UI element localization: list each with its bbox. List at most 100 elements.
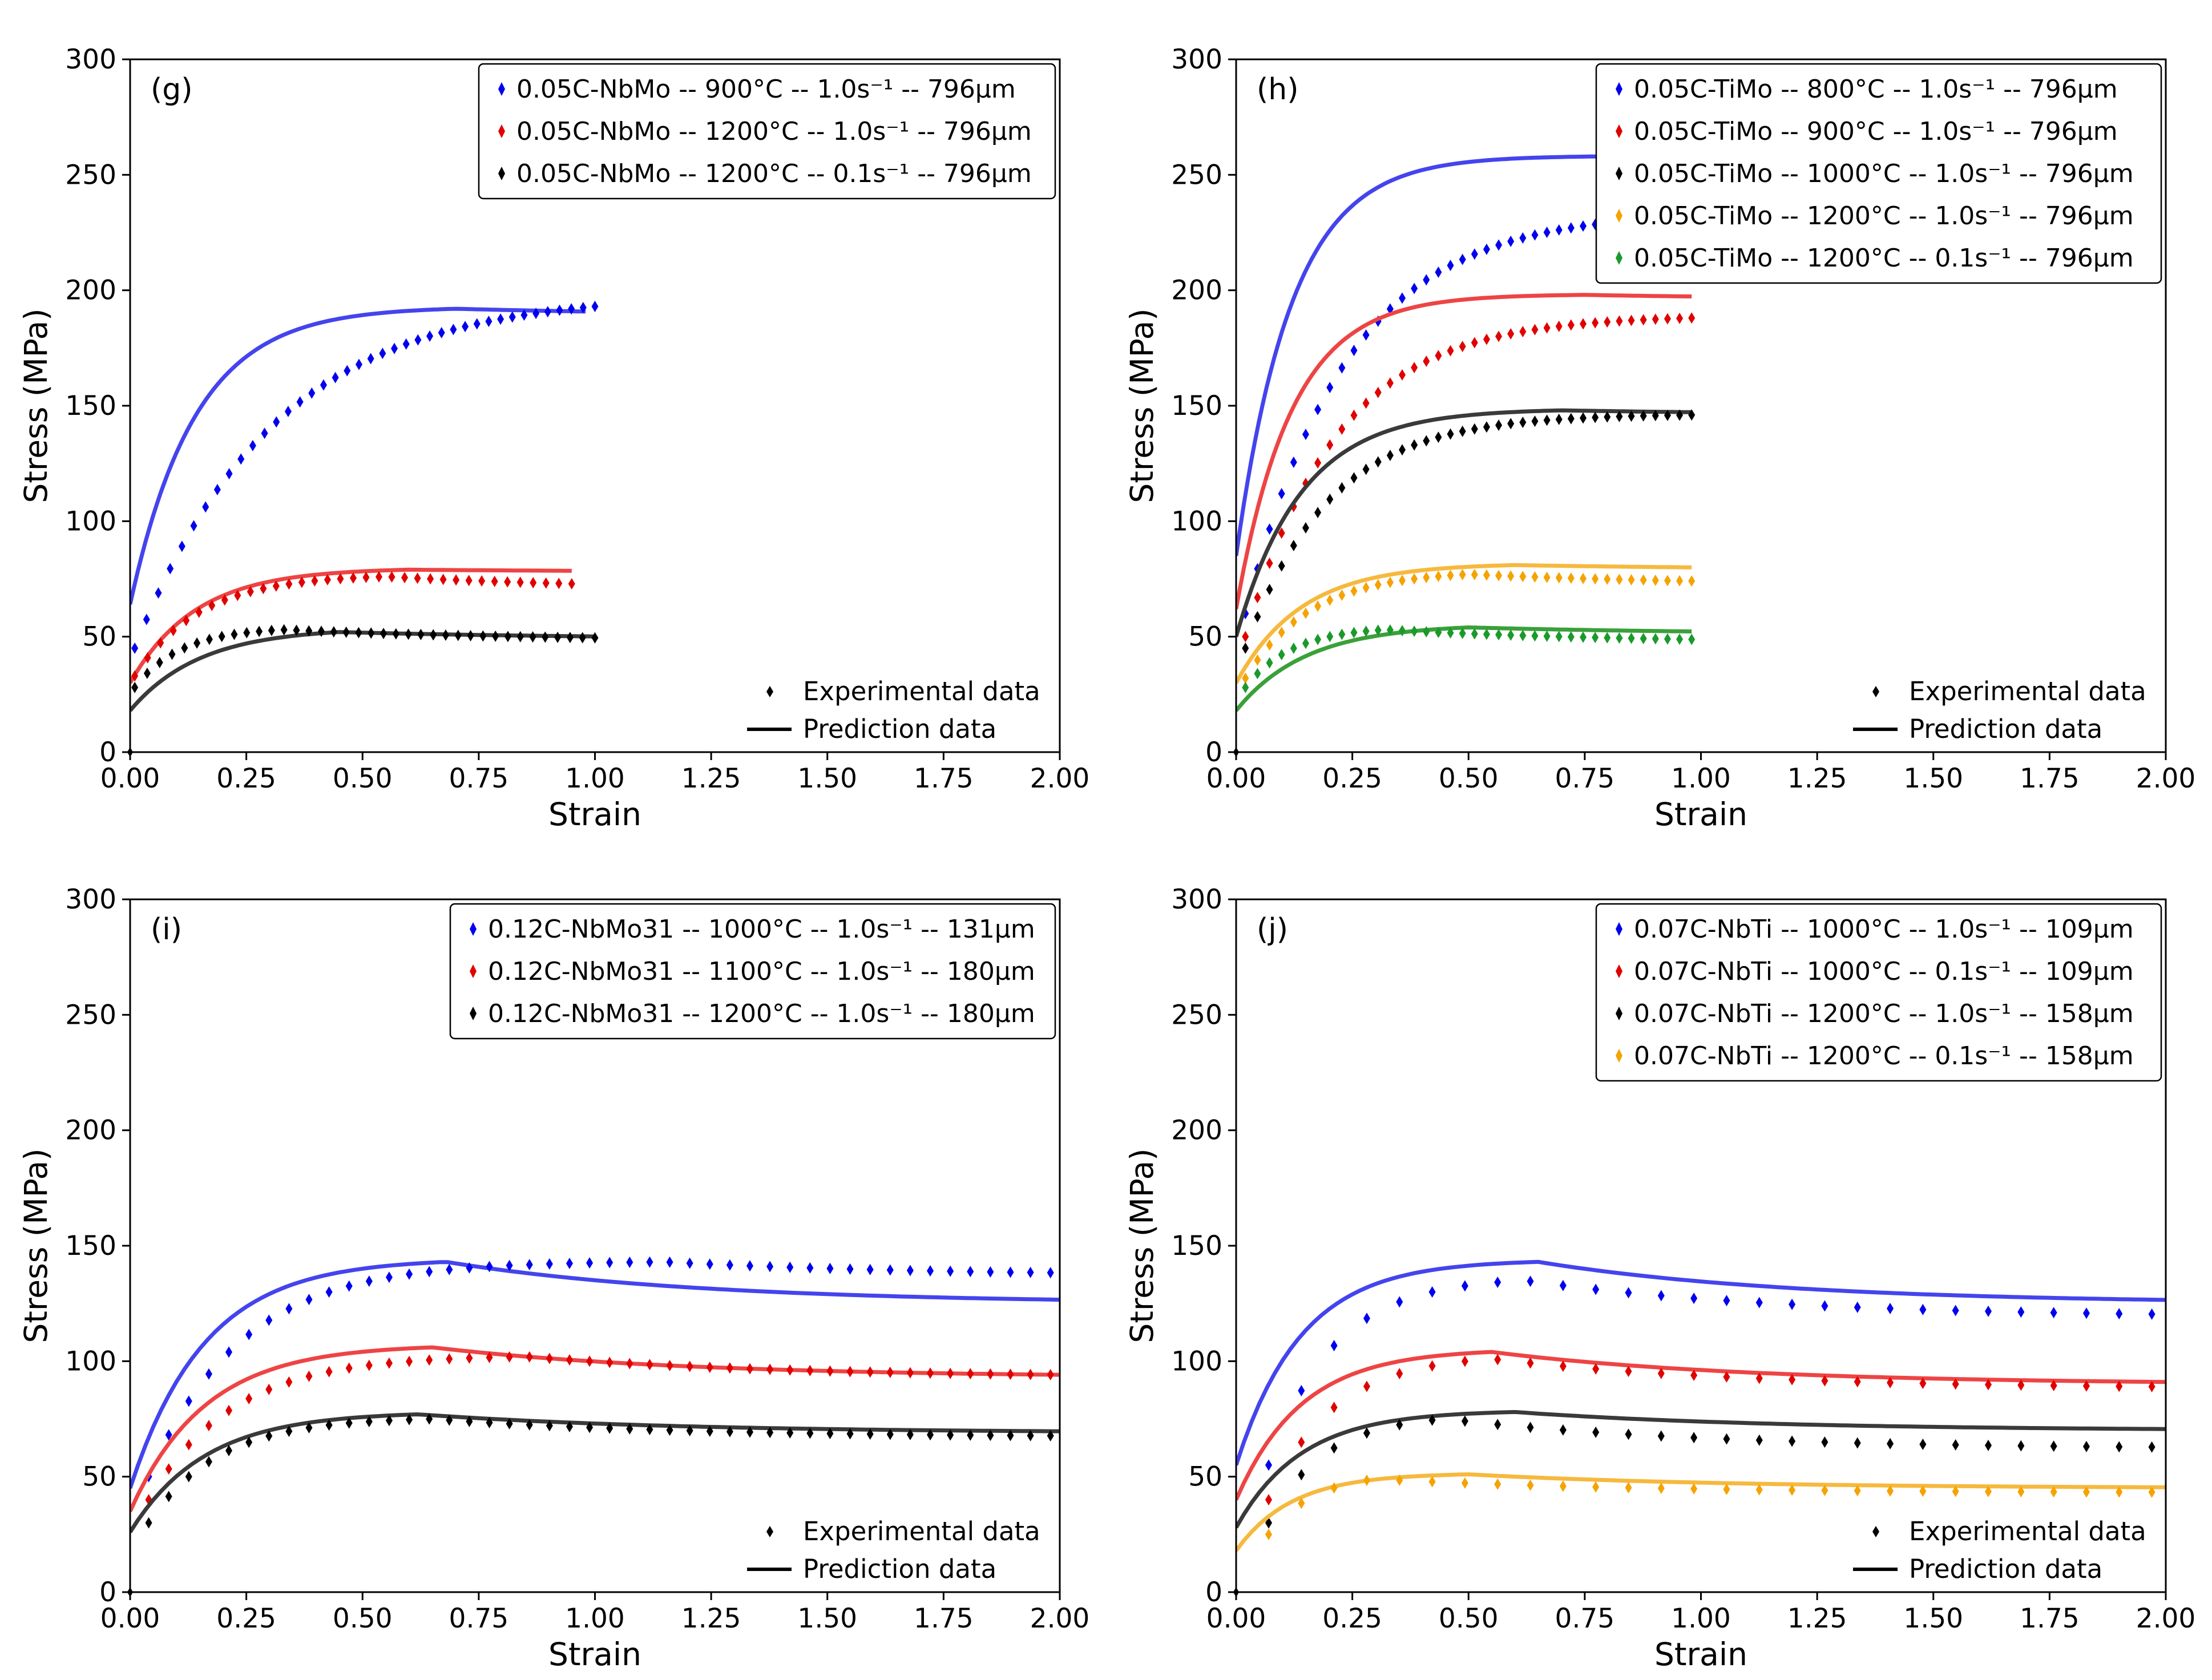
experimental-point-red	[1688, 312, 1696, 324]
experimental-point-blue	[265, 1314, 273, 1326]
experimental-point-blue	[1559, 1279, 1567, 1291]
plot-area	[1236, 154, 1696, 712]
experimental-point-black	[1592, 1426, 1600, 1438]
experimental-point-black	[1495, 419, 1503, 431]
experimental-point-orange	[1298, 1497, 1305, 1509]
experimental-point-black	[406, 1414, 413, 1425]
experimental-point-black	[566, 632, 574, 644]
experimental-point-red	[530, 577, 537, 589]
experimental-point-black	[430, 629, 437, 641]
legend-prediction-label: Prediction data	[1909, 1554, 2102, 1584]
experimental-point-black	[2116, 1441, 2123, 1453]
x-tick-label: 1.50	[1903, 1603, 1963, 1634]
experimental-point-red	[846, 1366, 854, 1378]
experimental-point-green	[1326, 631, 1334, 643]
experimental-point-blue	[1755, 1297, 1763, 1309]
experimental-point-black	[1047, 1429, 1054, 1441]
legend-entry: 0.12C-NbMo31 -- 1200°C -- 1.0s⁻¹ -- 180μ…	[488, 999, 1035, 1028]
experimental-point-black	[1399, 444, 1406, 456]
experimental-point-red	[465, 575, 473, 587]
experimental-point-blue	[666, 1256, 673, 1268]
experimental-point-black	[2148, 1441, 2156, 1453]
experimental-point-blue	[1723, 1295, 1730, 1307]
x-tick-label: 1.25	[1787, 1603, 1847, 1634]
experimental-point-blue	[520, 309, 528, 321]
experimental-point-orange	[1386, 576, 1394, 588]
chart-panel-j: 0.00 0.25 0.50 0.75 1.00 1.25 1.50 1.75 2.00 0 50 1…	[1124, 884, 2195, 1673]
experimental-point-blue	[190, 520, 197, 532]
experimental-point-black	[205, 1456, 212, 1468]
experimental-point-black	[586, 1421, 594, 1433]
experimental-point-black	[1887, 1437, 1894, 1449]
experimental-point-red	[1423, 356, 1430, 368]
experimental-point-black	[1242, 642, 1249, 654]
experimental-point-black	[1628, 410, 1635, 422]
experimental-point-red	[1007, 1368, 1014, 1380]
legend-marker-green	[1616, 251, 1622, 265]
experimental-point-red	[1459, 341, 1466, 353]
experimental-point-black	[746, 1426, 753, 1438]
experimental-point-red	[1755, 1372, 1763, 1384]
legend-marker-black	[1616, 167, 1622, 180]
experimental-point-black	[446, 1414, 453, 1426]
experimental-point-orange	[1952, 1485, 1959, 1497]
experimental-point-red	[427, 573, 434, 585]
experimental-point-orange	[2148, 1486, 2156, 1498]
experimental-point-red	[726, 1362, 733, 1374]
experimental-point-orange	[1567, 572, 1575, 584]
experimental-point-black	[1676, 409, 1684, 421]
experimental-point-orange	[1543, 571, 1551, 583]
experimental-point-blue	[1567, 222, 1575, 234]
experimental-point-red	[1625, 1366, 1632, 1378]
experimental-point-black	[626, 1423, 633, 1435]
experimental-point-red	[349, 572, 357, 584]
experimental-point-blue	[426, 1266, 433, 1278]
experimental-point-orange	[1984, 1485, 1992, 1497]
experimental-point-black	[131, 681, 139, 693]
experimental-point-red	[1657, 1367, 1665, 1379]
experimental-point-orange	[1265, 1528, 1273, 1540]
experimental-point-black	[1519, 417, 1527, 429]
experimental-point-blue	[1435, 266, 1442, 278]
experimental-point-blue	[1399, 292, 1406, 304]
experimental-point-orange	[1423, 571, 1430, 583]
experimental-point-black	[1027, 1429, 1034, 1441]
experimental-point-orange	[1519, 571, 1527, 583]
x-tick-label: 0.25	[216, 763, 276, 794]
experimental-point-red	[285, 578, 293, 590]
experimental-point-green	[1567, 631, 1575, 643]
legend-entry: 0.07C-NbTi -- 1200°C -- 1.0s⁻¹ -- 158μm	[1634, 999, 2134, 1028]
plot-area	[1236, 1259, 2166, 1552]
experimental-point-blue	[497, 313, 504, 325]
experimental-point-blue	[1580, 220, 1587, 232]
experimental-point-orange	[1723, 1483, 1730, 1495]
y-tick-label: 300	[65, 884, 116, 915]
experimental-point-blue	[606, 1257, 613, 1269]
experimental-point-blue	[225, 1346, 233, 1358]
legend-entry: 0.05C-TiMo -- 1200°C -- 0.1s⁻¹ -- 796μm	[1634, 244, 2134, 273]
experimental-point-black	[506, 1418, 513, 1429]
legend-experimental-marker	[766, 1526, 773, 1537]
experimental-point-black	[526, 1419, 533, 1431]
experimental-point-blue	[462, 321, 469, 333]
experimental-point-black	[1302, 522, 1309, 534]
experimental-point-red	[1254, 592, 1261, 604]
experimental-point-blue	[402, 338, 410, 350]
experimental-point-blue	[202, 501, 209, 513]
legend-entry: 0.12C-NbMo31 -- 1100°C -- 1.0s⁻¹ -- 180μ…	[488, 957, 1035, 986]
experimental-point-blue	[686, 1257, 693, 1269]
experimental-point-red	[1363, 1380, 1370, 1392]
experimental-point-red	[1242, 631, 1249, 643]
legend-marker-blue	[1616, 922, 1622, 936]
experimental-point-black	[268, 624, 275, 636]
experimental-point-blue	[1290, 457, 1297, 469]
y-tick-label: 200	[65, 1115, 116, 1146]
y-tick-label: 150	[65, 1230, 116, 1262]
experimental-point-blue	[426, 330, 434, 342]
experimental-point-blue	[379, 348, 386, 360]
experimental-point-black	[1640, 410, 1647, 422]
experimental-point-black	[1616, 410, 1623, 422]
experimental-point-black	[1386, 450, 1394, 462]
legend-experimental-marker	[1872, 1526, 1879, 1537]
experimental-point-red	[324, 574, 331, 585]
